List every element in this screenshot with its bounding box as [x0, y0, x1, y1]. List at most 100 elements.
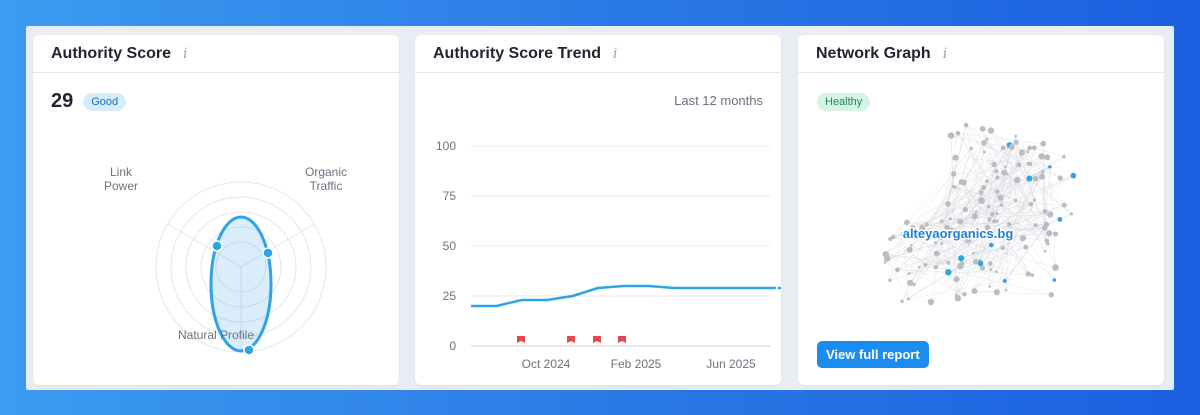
radar-score-shape [209, 215, 273, 353]
network-edge [986, 139, 1046, 252]
network-edge [893, 156, 1064, 238]
network-edge [964, 271, 997, 295]
network-edge [925, 262, 949, 266]
radar-point-link-power[interactable] [211, 240, 223, 252]
network-edge [957, 133, 1044, 144]
network-node [972, 251, 975, 255]
network-node [927, 298, 935, 306]
network-edge [919, 266, 1033, 276]
network-node [971, 213, 978, 220]
event-marker[interactable] [517, 336, 525, 343]
y-tick-label: 25 [443, 289, 457, 303]
event-marker[interactable] [567, 336, 575, 343]
network-edge [897, 269, 949, 273]
network-node [978, 197, 985, 204]
network-node [1042, 208, 1048, 214]
radar-label-line: Traffic [309, 179, 343, 193]
period-selector[interactable]: Last 12 months [674, 93, 763, 108]
network-edge [922, 227, 980, 262]
network-center-label[interactable]: alteyaorganics.bg [901, 225, 1015, 243]
y-tick-label: 75 [443, 189, 457, 203]
x-tick-label: Feb 2025 [611, 357, 662, 371]
network-node [972, 258, 979, 265]
network-edge [1034, 199, 1047, 225]
network-node [974, 210, 978, 214]
info-icon[interactable]: i [183, 45, 188, 62]
network-edge [954, 187, 997, 222]
network-node [987, 127, 995, 134]
healthy-badge: Healthy [817, 93, 871, 111]
network-node [1028, 201, 1034, 207]
network-node [951, 171, 957, 177]
network-node [1062, 154, 1066, 159]
dashboard-panel: Authority Score i 29 Good [26, 26, 1174, 390]
network-edge [940, 178, 1030, 238]
network-edge [1022, 204, 1065, 239]
network-edge [1005, 199, 1035, 291]
network-node [900, 299, 904, 303]
network-node [989, 268, 993, 271]
network-edge [953, 186, 1060, 220]
network-node [984, 179, 989, 183]
network-node [1003, 165, 1007, 169]
authority-score-value: 29 [51, 90, 74, 112]
network-edge [884, 262, 965, 295]
info-icon[interactable]: i [613, 45, 618, 62]
network-node [969, 146, 973, 151]
network-node [1001, 169, 1007, 176]
network-edge [957, 133, 1055, 281]
network-node [1014, 134, 1018, 138]
network-node [912, 282, 916, 287]
network-node [888, 278, 892, 282]
network-edge [887, 204, 1065, 259]
network-node [1013, 198, 1018, 203]
network-node [988, 242, 994, 248]
radar-point-organic-traffic[interactable] [262, 247, 274, 259]
authority-trend-card: Authority Score Trend i Last 12 months 0… [415, 35, 781, 385]
network-node [1025, 271, 1031, 277]
event-marker[interactable] [618, 336, 626, 343]
network-node [1027, 145, 1033, 151]
network-node [961, 179, 967, 186]
network-node [985, 137, 989, 141]
network-node [1000, 145, 1006, 151]
network-edge [926, 224, 947, 228]
network-node [999, 203, 1004, 208]
network-node [1006, 221, 1012, 227]
network-edge [1034, 147, 1064, 157]
network-edge [964, 139, 987, 183]
network-edge [935, 133, 959, 243]
network-graph[interactable]: alteyaorganics.bg [798, 35, 1164, 335]
network-edge [965, 151, 985, 210]
network-node [909, 224, 916, 231]
network-node [995, 219, 999, 223]
network-edge [997, 157, 1048, 192]
network-edge [951, 230, 959, 299]
network-edge [980, 192, 1006, 281]
network-edge [893, 166, 1050, 238]
event-marker[interactable] [593, 336, 601, 343]
network-edge [974, 290, 1052, 295]
network-edge [883, 253, 997, 272]
network-edge [908, 209, 966, 274]
y-tick-label: 0 [449, 339, 456, 353]
network-node [1069, 212, 1074, 216]
network-node [970, 232, 976, 238]
network-node [994, 270, 998, 274]
network-node [883, 260, 887, 264]
network-edge [966, 124, 1061, 179]
network-edge [986, 139, 1045, 228]
network-node [917, 265, 921, 269]
network-node [987, 217, 992, 222]
network-edge [968, 156, 1042, 241]
info-icon[interactable]: i [942, 45, 948, 62]
network-edge [1002, 147, 1048, 244]
network-node [954, 238, 958, 241]
network-edge [961, 181, 1029, 275]
network-edge [950, 135, 1028, 153]
network-edge [997, 191, 1016, 201]
network-edge [957, 176, 1043, 299]
view-full-report-button[interactable]: View full report [817, 341, 929, 368]
radar-point-natural-profile[interactable] [243, 344, 255, 356]
network-node [1044, 154, 1051, 161]
